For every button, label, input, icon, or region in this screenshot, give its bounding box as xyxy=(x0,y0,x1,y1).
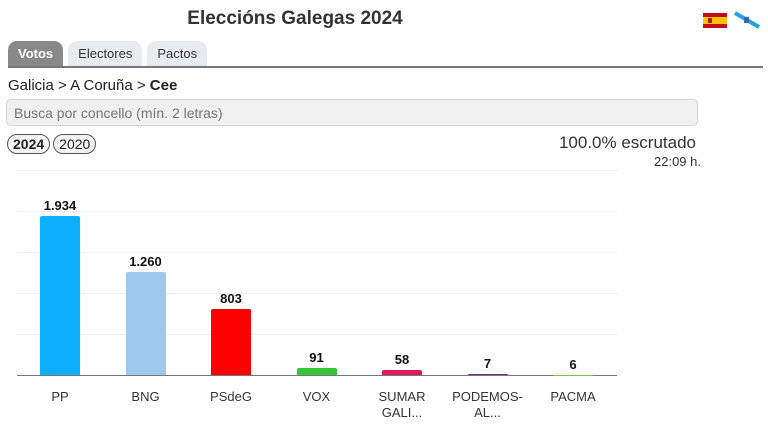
category-label: PP xyxy=(15,389,105,405)
category-label: VOX xyxy=(272,389,362,405)
bar-sumar-gali-[interactable] xyxy=(382,370,422,375)
bar-value-label: 6 xyxy=(533,357,613,372)
category-label: PSdeG xyxy=(186,389,276,405)
breadcrumb-a-coruna[interactable]: A Coruña xyxy=(70,77,133,94)
bar-value-label: 91 xyxy=(277,350,357,365)
tab-divider xyxy=(8,66,763,68)
gridline xyxy=(17,334,617,335)
tab-bar: Votos Electores Pactos xyxy=(8,41,207,67)
bar-value-label: 1.260 xyxy=(106,254,186,269)
breadcrumb-separator: > xyxy=(137,77,146,94)
category-label: PODEMOS-AL... xyxy=(443,389,533,421)
category-label: SUMARGALI... xyxy=(357,389,447,421)
spanish-flag-icon[interactable] xyxy=(703,13,727,28)
update-time: 22:09 h. xyxy=(654,154,701,169)
year-2024-button[interactable]: 2024 xyxy=(7,134,50,154)
category-label: PACMA xyxy=(528,389,618,405)
bar-pacma[interactable] xyxy=(553,375,593,376)
breadcrumb-current: Cee xyxy=(150,77,178,94)
bar-value-label: 1.934 xyxy=(20,198,100,213)
breadcrumb-separator: > xyxy=(58,77,67,94)
bar-value-label: 7 xyxy=(448,356,528,371)
scrutiny-status: 100.0% escrutado xyxy=(559,133,696,153)
year-2020-button[interactable]: 2020 xyxy=(53,134,96,154)
bar-psdeg[interactable] xyxy=(211,309,251,375)
bar-pp[interactable] xyxy=(40,216,80,375)
category-label: BNG xyxy=(101,389,191,405)
bar-value-label: 803 xyxy=(191,291,271,306)
bar-bng[interactable] xyxy=(126,272,166,375)
x-axis xyxy=(17,375,617,376)
year-selector: 2024 2020 xyxy=(7,134,96,154)
bar-value-label: 58 xyxy=(362,352,442,367)
gridline xyxy=(17,170,617,171)
breadcrumb: Galicia > A Coruña > Cee xyxy=(8,77,177,94)
tab-pactos[interactable]: Pactos xyxy=(147,41,207,67)
bar-vox[interactable] xyxy=(297,368,337,375)
galician-flag-icon[interactable] xyxy=(733,10,761,30)
breadcrumb-galicia[interactable]: Galicia xyxy=(8,77,54,94)
gridline xyxy=(17,211,617,212)
gridline xyxy=(17,293,617,294)
tab-electores[interactable]: Electores xyxy=(68,41,142,67)
bar-podemos-al-[interactable] xyxy=(468,374,508,375)
municipality-search-input[interactable] xyxy=(6,99,698,126)
tab-votos[interactable]: Votos xyxy=(8,41,63,67)
page-title: Eleccións Galegas 2024 xyxy=(0,8,590,30)
